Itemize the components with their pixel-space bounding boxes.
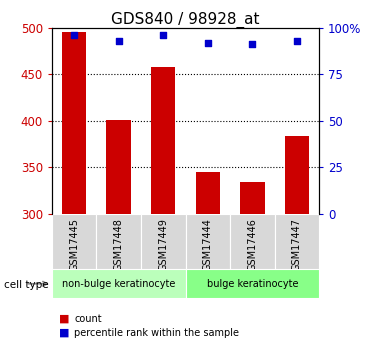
Point xyxy=(249,42,255,47)
Bar xyxy=(141,214,186,269)
Bar xyxy=(230,214,275,269)
Point xyxy=(71,32,77,38)
Text: ■: ■ xyxy=(59,314,70,324)
Bar xyxy=(52,214,96,269)
Text: GSM17449: GSM17449 xyxy=(158,218,168,271)
Bar xyxy=(275,214,319,269)
Text: ■: ■ xyxy=(59,328,70,338)
Bar xyxy=(196,172,220,214)
Text: GSM17446: GSM17446 xyxy=(247,218,257,271)
Bar xyxy=(186,269,319,298)
Text: non-bulge keratinocyte: non-bulge keratinocyte xyxy=(62,279,175,289)
Point xyxy=(116,38,122,43)
Bar xyxy=(62,32,86,214)
Text: bulge keratinocyte: bulge keratinocyte xyxy=(207,279,298,289)
Title: GDS840 / 98928_at: GDS840 / 98928_at xyxy=(111,11,260,28)
Text: GSM17445: GSM17445 xyxy=(69,218,79,271)
Text: GSM17447: GSM17447 xyxy=(292,218,302,271)
Text: cell type: cell type xyxy=(4,280,48,289)
Bar xyxy=(106,120,131,214)
Bar xyxy=(151,67,175,214)
Text: count: count xyxy=(74,314,102,324)
Bar xyxy=(186,214,230,269)
Bar xyxy=(52,269,186,298)
Text: percentile rank within the sample: percentile rank within the sample xyxy=(74,328,239,338)
Point xyxy=(205,40,211,45)
Bar xyxy=(285,136,309,214)
Text: GSM17448: GSM17448 xyxy=(114,218,124,271)
Point xyxy=(294,38,300,43)
Bar xyxy=(96,214,141,269)
Text: GSM17444: GSM17444 xyxy=(203,218,213,271)
Bar xyxy=(240,182,265,214)
Point xyxy=(160,32,166,38)
